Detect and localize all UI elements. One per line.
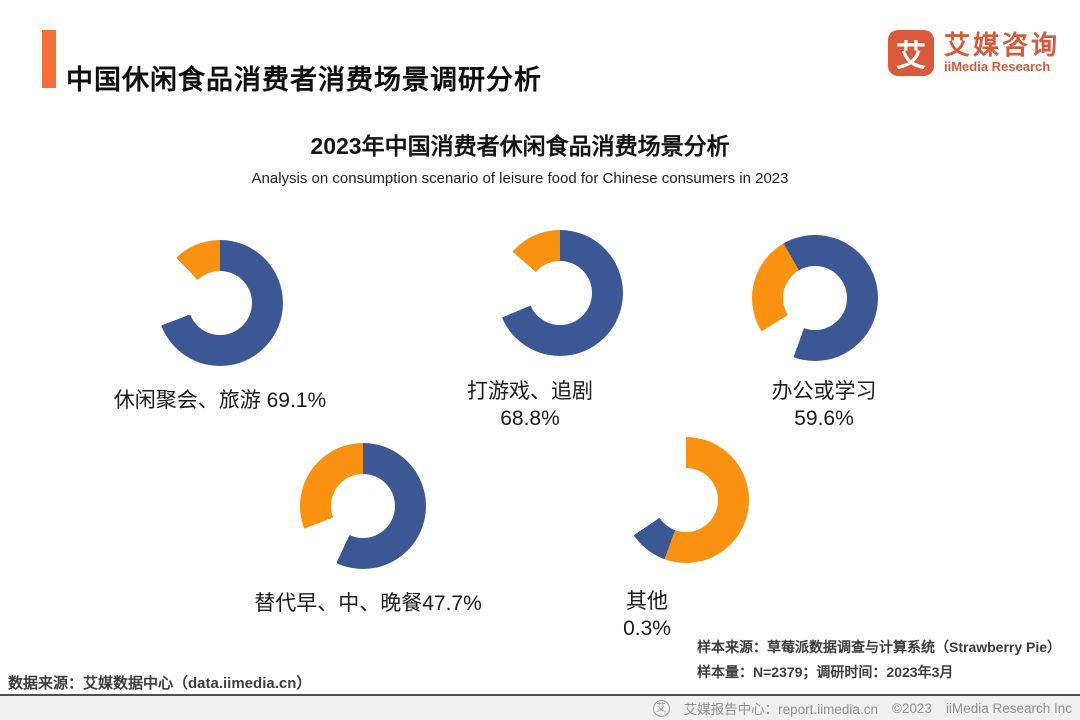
donut-label-line: 其他 — [626, 590, 668, 613]
logo-name-cn: 艾媒咨询 — [944, 30, 1061, 60]
donut-chart-leisure-travel — [157, 240, 283, 366]
iimedia-logo-icon: 艾 — [888, 30, 934, 76]
chart-header: 2023年中国消费者休闲食品消费场景分析 Analysis on consump… — [120, 127, 920, 187]
chart-subtitle: Analysis on consumption scenario of leis… — [251, 170, 789, 187]
title-accent-bar — [42, 30, 56, 88]
donut-label-work-study: 办公或学习 59.6% — [700, 378, 948, 432]
page-title: 中国休闲食品消费者消费场景调研分析 — [66, 64, 542, 95]
donut-label-value: 59.6% — [794, 407, 854, 430]
footer-report-center: 艾媒报告中心：report.iimedia.cn — [683, 702, 878, 717]
donut-label-line: 替代早、中、晚餐47.7% — [254, 592, 482, 615]
donut-label-other: 其他 0.3% — [587, 588, 707, 642]
donut-chart-meal-replacement — [300, 443, 426, 569]
footer-bar: 艾 艾媒报告中心：report.iimedia.cn ©2023 iiMedia… — [0, 696, 1080, 720]
logo-name-en: iiMedia Research — [944, 59, 1051, 74]
donut-chart-gaming-shows — [497, 230, 623, 356]
footer-divider — [0, 694, 1080, 696]
donut-label-value: 0.3% — [623, 617, 671, 640]
sample-size-note: 样本量：N=2379；调研时间：2023年3月 — [697, 664, 954, 680]
donut-chart-other — [623, 437, 749, 563]
data-source-note: 数据来源：艾媒数据中心（data.iimedia.cn） — [8, 675, 312, 692]
donut-label-gaming-shows: 打游戏、追剧 68.8% — [410, 378, 650, 432]
iimedia-logo: 艾 艾媒咨询 iiMedia Research — [888, 30, 1060, 76]
donut-label-value: 68.8% — [500, 407, 560, 430]
report-center-icon: 艾 — [652, 699, 670, 717]
sample-notes: 样本来源：草莓派数据调查与计算系统（Strawberry Pie） 样本量：N=… — [697, 635, 1061, 685]
donut-chart-work-study — [752, 235, 878, 361]
donut-label-line: 休闲聚会、旅游 69.1% — [113, 389, 327, 412]
sample-source-note: 样本来源：草莓派数据调查与计算系统（Strawberry Pie） — [697, 639, 1062, 655]
iimedia-logo-text: 艾媒咨询 iiMedia Research — [944, 31, 1060, 75]
donut-label-line: 办公或学习 — [771, 380, 877, 403]
footer-company: iiMedia Research Inc — [945, 700, 1072, 716]
donut-label-meal-replacement: 替代早、中、晚餐47.7% — [203, 590, 533, 617]
donut-label-leisure-travel: 休闲聚会、旅游 69.1% — [55, 387, 385, 414]
donut-label-line: 打游戏、追剧 — [467, 380, 593, 403]
footer-copyright: ©2023 — [891, 700, 932, 716]
chart-title: 2023年中国消费者休闲食品消费场景分析 — [310, 133, 730, 159]
